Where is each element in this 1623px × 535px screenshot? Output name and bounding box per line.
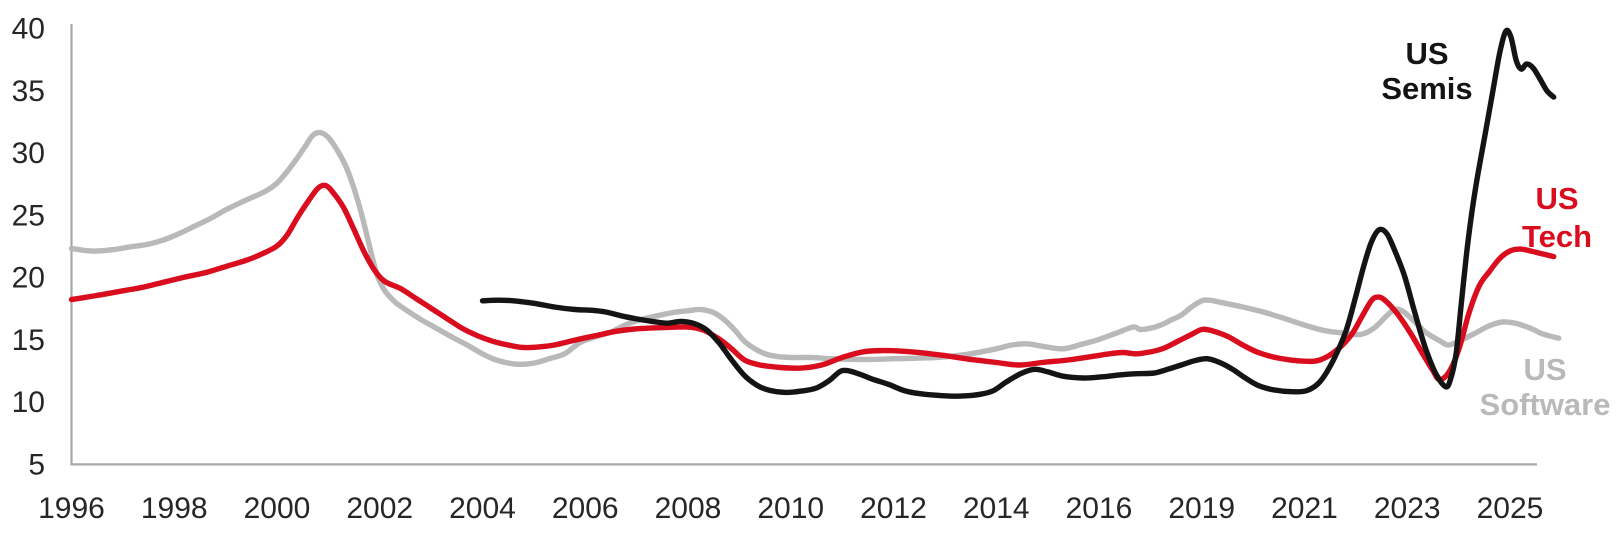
series-label-us-semis-line2: Semis	[1381, 71, 1472, 106]
y-tick-label-20: 20	[12, 262, 45, 295]
x-tick-label-2023: 2023	[1374, 492, 1441, 525]
x-tick-label-2002: 2002	[346, 492, 413, 525]
x-tick-label-2008: 2008	[655, 492, 722, 525]
x-tick-label-2010: 2010	[757, 492, 824, 525]
x-tick-label-2014: 2014	[963, 492, 1030, 525]
axes	[70, 24, 1537, 466]
series-label-us-tech-line2: Tech	[1522, 219, 1592, 254]
series-line-us-tech	[68, 182, 1557, 383]
y-tick-label-10: 10	[12, 386, 45, 419]
series-label-us-software-line2: Software	[1480, 387, 1611, 422]
y-tick-label-35: 35	[12, 75, 45, 108]
x-tick-label-2025: 2025	[1477, 492, 1544, 525]
x-tick-label-1998: 1998	[141, 492, 208, 525]
x-tick-label-2004: 2004	[449, 492, 516, 525]
series-line-us-semis	[479, 27, 1557, 399]
x-tick-label-2000: 2000	[244, 492, 311, 525]
x-tick-label-2012: 2012	[860, 492, 927, 525]
y-axis-tick-labels: 40 35 30 25 20 15 10 5	[12, 13, 45, 482]
x-tick-label-2019: 2019	[1168, 492, 1235, 525]
y-tick-label-5: 5	[28, 449, 45, 482]
x-tick-label-2021: 2021	[1271, 492, 1338, 525]
y-tick-label-15: 15	[12, 324, 45, 357]
x-tick-label-1996: 1996	[38, 492, 105, 525]
series-lines	[68, 27, 1562, 399]
series-label-us-semis-line1: US	[1405, 36, 1448, 71]
series-label-us-software-line1: US	[1523, 352, 1566, 387]
y-tick-label-30: 30	[12, 137, 45, 170]
x-tick-label-2006: 2006	[552, 492, 619, 525]
x-axis-tick-labels: 1996 1998 2000 2002 2004 2006 2008 2010 2012 2014…	[38, 492, 1543, 525]
y-tick-label-40: 40	[12, 13, 45, 46]
x-tick-label-2016: 2016	[1066, 492, 1133, 525]
series-label-us-tech-line1: US	[1535, 181, 1578, 216]
series-line-us-software	[68, 129, 1562, 368]
y-tick-label-25: 25	[12, 199, 45, 232]
